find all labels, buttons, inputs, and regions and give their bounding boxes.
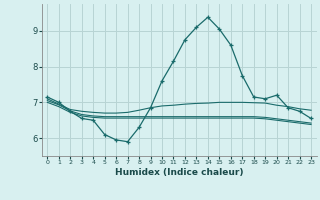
X-axis label: Humidex (Indice chaleur): Humidex (Indice chaleur) [115, 168, 244, 177]
